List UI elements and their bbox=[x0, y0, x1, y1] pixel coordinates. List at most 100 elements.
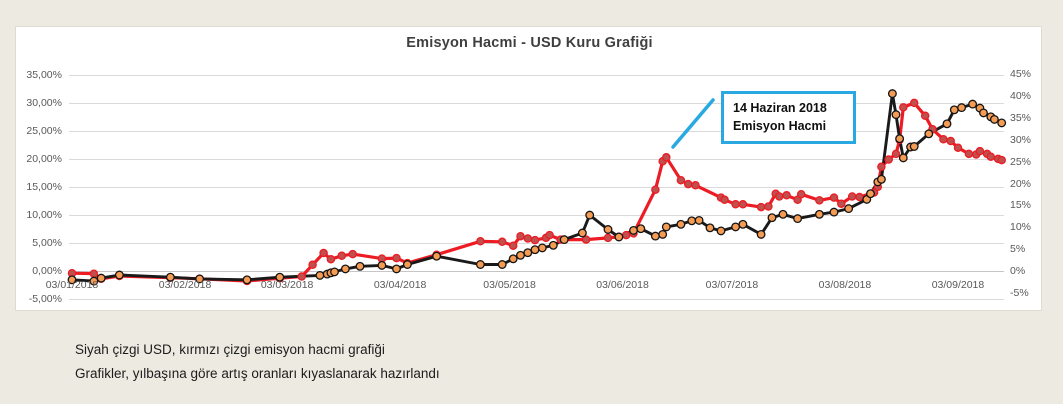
usd-marker bbox=[614, 232, 624, 242]
chart-title: Emisyon Hacmi - USD Kuru Grafiği bbox=[406, 35, 653, 51]
emisyon-marker bbox=[855, 192, 864, 202]
usd-marker bbox=[67, 275, 77, 285]
y-axis-right-tick: 15% bbox=[1010, 199, 1032, 212]
usd-marker bbox=[340, 264, 350, 274]
emisyon-marker bbox=[899, 103, 908, 112]
emisyon-marker bbox=[815, 196, 824, 205]
y-axis-left-tick: 15,00% bbox=[26, 181, 62, 193]
usd-marker bbox=[497, 260, 507, 269]
y-axis-left-tick: 20,00% bbox=[26, 153, 62, 165]
emisyon-marker bbox=[975, 146, 985, 156]
emisyon-marker bbox=[877, 162, 886, 172]
usd-marker bbox=[738, 219, 748, 229]
x-axis-tick: 03/08/2018 bbox=[818, 279, 872, 291]
y-axis-right-tick: 25% bbox=[1010, 155, 1032, 168]
emisyon-marker bbox=[676, 175, 686, 185]
emisyon-marker bbox=[775, 192, 784, 201]
usd-marker bbox=[392, 264, 401, 274]
emisyon-marker bbox=[986, 152, 996, 161]
x-axis-tick: 03/02/2018 bbox=[158, 279, 212, 291]
emisyon-marker bbox=[909, 98, 919, 108]
chart-panel: Emisyon Hacmi - USD Kuru Grafiği 14 Hazi… bbox=[15, 26, 1042, 311]
emisyon-marker bbox=[731, 200, 740, 209]
emisyon-marker bbox=[476, 237, 485, 246]
usd-marker bbox=[989, 114, 999, 124]
usd-marker bbox=[968, 99, 978, 109]
usd-marker bbox=[96, 273, 106, 283]
emisyon-marker bbox=[939, 135, 948, 144]
emisyon-marker bbox=[337, 251, 347, 261]
annotation-leader-line bbox=[671, 98, 715, 149]
usd-marker bbox=[577, 228, 587, 238]
usd-marker bbox=[516, 250, 525, 260]
x-axis-tick: 03/07/2018 bbox=[705, 279, 759, 291]
emisyon-marker bbox=[497, 237, 507, 247]
usd-marker bbox=[432, 251, 442, 261]
y-axis-right-tick: 40% bbox=[1010, 90, 1032, 103]
usd-marker bbox=[636, 224, 646, 234]
usd-marker bbox=[949, 105, 959, 115]
emisyon-marker bbox=[764, 202, 773, 211]
x-axis-tick: 03/05/2018 bbox=[483, 279, 536, 291]
emisyon-marker bbox=[392, 253, 401, 263]
emisyon-marker bbox=[847, 192, 857, 201]
y-axis-left-tick: 10,00% bbox=[26, 209, 62, 221]
annotation-date-label: 14 Haziran 2018 bbox=[733, 101, 827, 115]
y-axis-right-tick: 0% bbox=[1010, 265, 1026, 277]
y-axis-right-tick: 20% bbox=[1010, 177, 1032, 190]
emisyon-line bbox=[70, 101, 1004, 283]
chart-caption: Siyah çizgi USD, kırmızı çizgi emisyon h… bbox=[75, 338, 440, 385]
usd-marker bbox=[242, 275, 252, 285]
emisyon-marker bbox=[796, 189, 806, 199]
usd-marker bbox=[979, 108, 988, 118]
usd-marker bbox=[756, 229, 766, 239]
y-axis-left-tick: 0,00% bbox=[32, 265, 62, 277]
usd-marker bbox=[165, 272, 175, 282]
emisyon-marker bbox=[953, 143, 963, 152]
emisyon-marker bbox=[691, 181, 700, 190]
y-axis-right-tick: -5% bbox=[1010, 286, 1029, 299]
emisyon-marker bbox=[662, 153, 671, 162]
caption-line-2: Grafikler, yılbaşına göre artış oranları… bbox=[75, 365, 440, 381]
emisyon-marker bbox=[508, 241, 518, 250]
emisyon-marker bbox=[738, 200, 748, 209]
y-axis-left-tick: -5,00% bbox=[28, 293, 62, 305]
emisyon-marker bbox=[837, 199, 846, 208]
usd-marker bbox=[603, 225, 613, 234]
usd-marker bbox=[89, 276, 99, 286]
usd-marker bbox=[548, 240, 558, 250]
emisyon-marker bbox=[891, 149, 901, 159]
emisyon-marker bbox=[530, 235, 540, 245]
y-axis-left-tick: 35,00% bbox=[26, 69, 62, 81]
emisyon-marker bbox=[603, 233, 613, 243]
x-axis-tick: 03/03/2018 bbox=[260, 279, 314, 291]
emisyon-marker bbox=[997, 155, 1006, 165]
usd-marker bbox=[887, 89, 897, 99]
usd-marker bbox=[275, 272, 285, 282]
emisyon-marker bbox=[319, 248, 328, 258]
usd-marker bbox=[844, 204, 854, 214]
usd-marker bbox=[114, 270, 124, 280]
y-axis-right-tick: 5% bbox=[1010, 243, 1026, 256]
emisyon-marker bbox=[89, 269, 99, 278]
usd-marker bbox=[814, 209, 824, 219]
emisyon-marker bbox=[720, 195, 729, 205]
usd-marker bbox=[957, 103, 967, 113]
x-axis-tick: 03/04/2018 bbox=[373, 279, 427, 291]
emisyon-marker bbox=[348, 249, 357, 259]
usd-marker bbox=[629, 225, 638, 235]
usd-marker bbox=[402, 260, 412, 269]
emisyon-marker bbox=[308, 260, 317, 270]
usd-marker bbox=[924, 129, 934, 139]
emisyon-marker bbox=[581, 235, 591, 244]
emisyon-marker bbox=[651, 185, 660, 194]
usd-marker bbox=[705, 223, 715, 233]
emisyon-marker bbox=[964, 149, 974, 159]
usd-marker bbox=[891, 110, 901, 120]
usd-marker bbox=[330, 267, 339, 277]
emisyon-marker bbox=[920, 111, 930, 121]
emisyon-marker bbox=[756, 202, 766, 212]
y-axis-left-tick: 30,00% bbox=[26, 97, 62, 109]
usd-marker bbox=[866, 189, 875, 199]
